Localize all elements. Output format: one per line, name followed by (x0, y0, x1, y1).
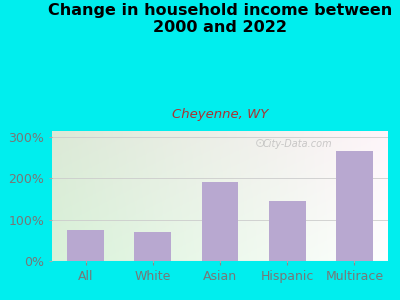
Bar (202, 182, 238, 261)
Text: Cheyenne, WY: Cheyenne, WY (172, 108, 268, 121)
Text: City-Data.com: City-Data.com (262, 139, 332, 148)
Text: Change in household income between
2000 and 2022: Change in household income between 2000 … (48, 3, 392, 35)
Text: ⊙: ⊙ (255, 137, 266, 150)
Bar (269, 201, 306, 261)
Bar (67, 230, 104, 261)
Bar (134, 232, 171, 261)
Bar (336, 151, 373, 261)
